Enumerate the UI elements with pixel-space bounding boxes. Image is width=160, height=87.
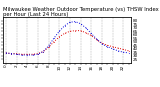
Text: Milwaukee Weather Outdoor Temperature (vs) THSW Index per Hour (Last 24 Hours): Milwaukee Weather Outdoor Temperature (v… [3,7,159,17]
